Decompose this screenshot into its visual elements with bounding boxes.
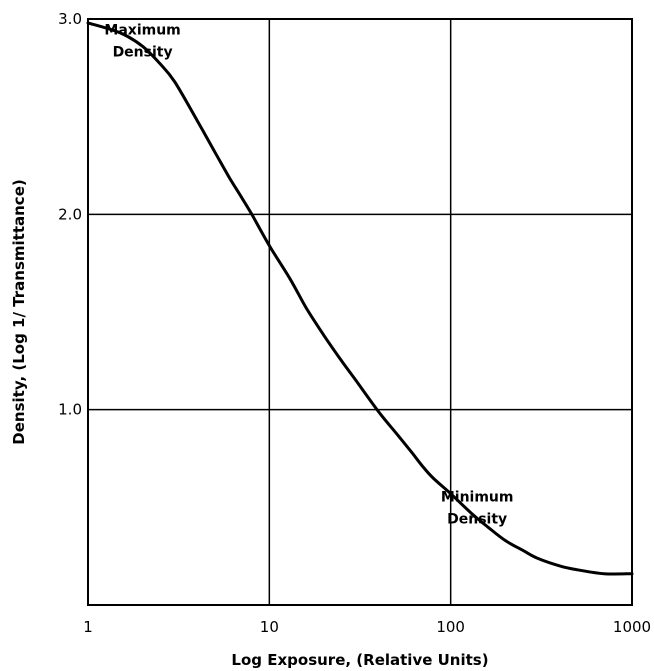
x-axis-label: Log Exposure, (Relative Units) xyxy=(231,651,488,669)
y-tick-label: 1.0 xyxy=(58,401,82,419)
plot-frame xyxy=(87,18,633,606)
annotation-text: Minimum xyxy=(441,489,514,505)
curve-annotations: Maximum Density Minimum Density xyxy=(104,23,513,528)
x-tick-labels: 1 10 100 1000 xyxy=(83,618,651,636)
grid-lines xyxy=(88,19,632,605)
y-tick-label: 2.0 xyxy=(58,205,82,223)
x-tick-label: 1 xyxy=(83,618,93,636)
x-tick-label: 1000 xyxy=(613,618,651,636)
x-tick-label: 10 xyxy=(260,618,279,636)
y-tick-labels: 1.0 2.0 3.0 xyxy=(58,10,82,419)
annotation-text: Density xyxy=(447,511,507,527)
annotation-text: Maximum xyxy=(104,23,180,39)
density-curve xyxy=(86,21,634,576)
annotation-text: Density xyxy=(113,45,173,61)
y-axis-label: Density, (Log 1/ Transmittance) xyxy=(10,179,28,444)
x-tick-label: 100 xyxy=(436,618,465,636)
y-tick-label: 3.0 xyxy=(58,10,82,28)
